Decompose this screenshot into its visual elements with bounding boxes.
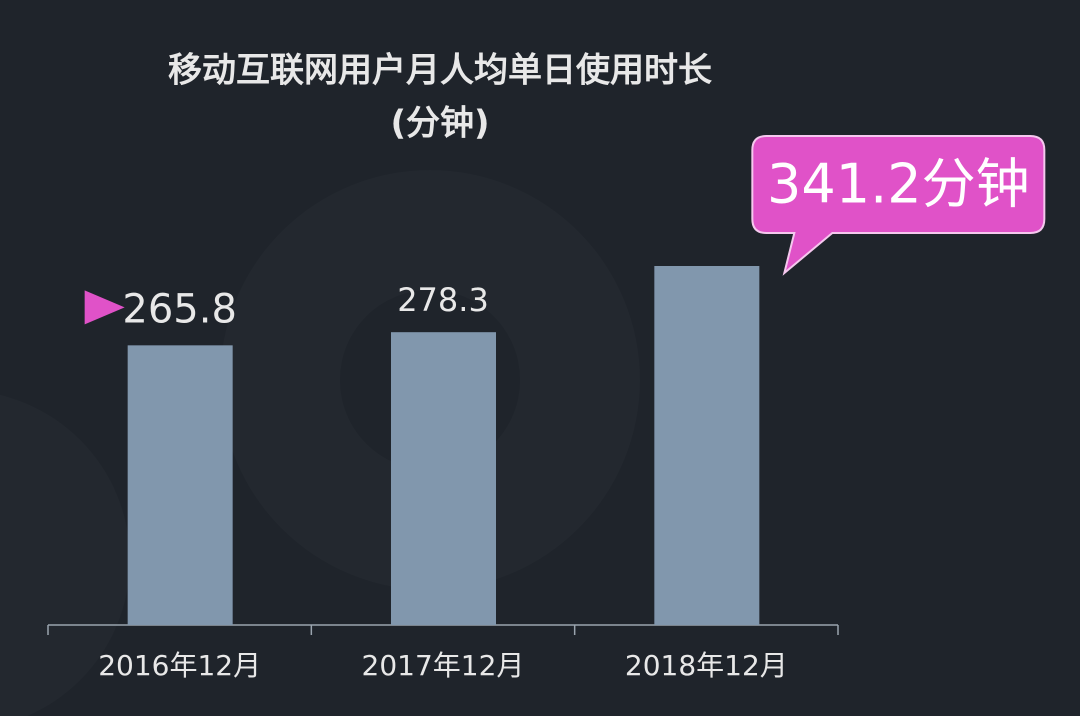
x-tick-label: 2017年12月 <box>362 649 525 682</box>
data-label: 265.8 <box>122 286 237 332</box>
x-tick-label: 2016年12月 <box>98 649 261 682</box>
decor-circle <box>0 394 130 716</box>
data-label: 278.3 <box>397 281 489 319</box>
chart-title: 移动互联网用户月人均单日使用时长 <box>168 51 712 91</box>
callout <box>751 135 1046 276</box>
bar <box>654 266 760 625</box>
x-tick-label: 2018年12月 <box>625 649 788 682</box>
pointer <box>84 290 125 325</box>
chart-subtitle: (分钟) <box>390 104 489 144</box>
bar <box>391 332 496 625</box>
bar <box>127 345 233 625</box>
data-label: 341.2分钟 <box>767 153 1030 216</box>
